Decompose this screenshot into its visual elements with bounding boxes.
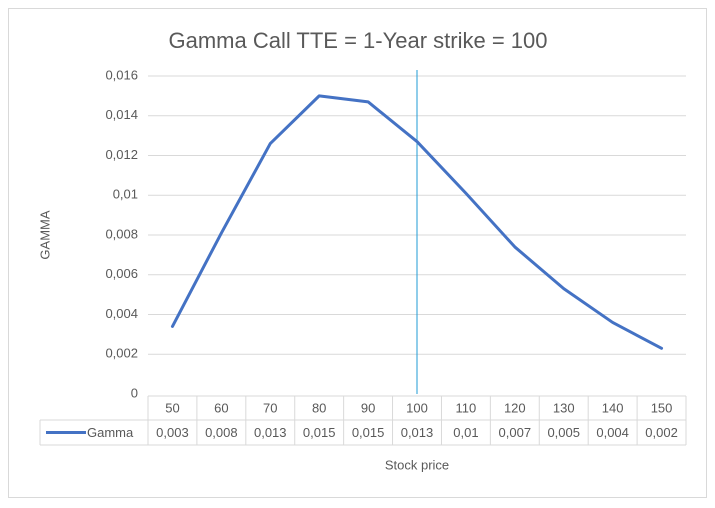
- x-tick-label: 150: [651, 400, 673, 415]
- x-tick-label: 50: [165, 400, 179, 415]
- x-tick-label: 90: [361, 400, 375, 415]
- x-tick-label: 60: [214, 400, 228, 415]
- chart-border: [8, 8, 707, 498]
- y-tick-label: 0,014: [105, 107, 138, 122]
- y-tick-label: 0,016: [105, 67, 138, 82]
- data-label: 0,002: [645, 425, 678, 440]
- data-label: 0,004: [596, 425, 629, 440]
- data-label: 0,007: [499, 425, 532, 440]
- data-label: 0,01: [453, 425, 478, 440]
- data-label: 0,005: [547, 425, 580, 440]
- data-label: 0,015: [303, 425, 336, 440]
- y-tick-label: 0,006: [105, 266, 138, 281]
- y-axis-label: GAMMA: [37, 210, 52, 259]
- chart-title: Gamma Call TTE = 1-Year strike = 100: [168, 28, 547, 53]
- x-tick-label: 100: [406, 400, 428, 415]
- data-label: 0,015: [352, 425, 385, 440]
- y-tick-label: 0,01: [113, 187, 138, 202]
- data-label: 0,003: [156, 425, 189, 440]
- y-tick-label: 0,008: [105, 226, 138, 241]
- y-tick-label: 0,004: [105, 306, 138, 321]
- x-tick-label: 130: [553, 400, 575, 415]
- y-tick-label: 0,002: [105, 346, 138, 361]
- data-label: 0,008: [205, 425, 238, 440]
- legend-label: Gamma: [87, 425, 134, 440]
- y-tick-label: 0,012: [105, 147, 138, 162]
- data-label: 0,013: [401, 425, 434, 440]
- x-tick-label: 70: [263, 400, 277, 415]
- data-label: 0,013: [254, 425, 287, 440]
- x-tick-label: 120: [504, 400, 526, 415]
- x-tick-label: 140: [602, 400, 624, 415]
- series-line: [170, 94, 664, 350]
- x-tick-label: 80: [312, 400, 326, 415]
- x-axis-label: Stock price: [385, 457, 449, 472]
- x-tick-label: 110: [456, 400, 477, 415]
- y-tick-label: 0: [131, 385, 138, 400]
